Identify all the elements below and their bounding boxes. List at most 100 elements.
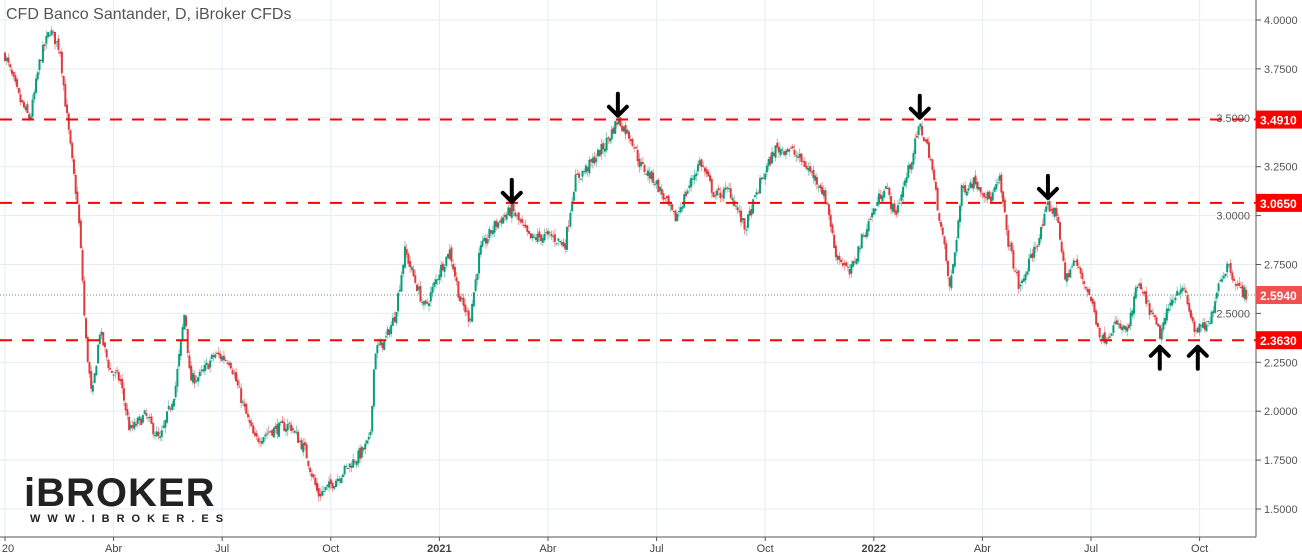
candle-body <box>931 159 934 170</box>
candle-body <box>574 174 577 192</box>
candle-body <box>322 490 325 492</box>
candle-body <box>1129 312 1132 326</box>
candle-body <box>1108 336 1111 338</box>
candle-body <box>686 190 689 194</box>
candle-body <box>550 234 553 237</box>
candle-body <box>500 218 503 224</box>
candle-body <box>283 422 286 432</box>
candle-body <box>1041 224 1044 226</box>
candle-body <box>905 177 908 183</box>
candle-body <box>50 30 53 36</box>
candle-body <box>247 413 250 418</box>
candle-body <box>1081 272 1084 280</box>
candle-body <box>717 188 720 191</box>
candle-body <box>353 461 356 463</box>
candle-body <box>1198 323 1201 333</box>
candle-body <box>667 195 670 205</box>
y-tick-label: 2.2500 <box>1264 357 1298 369</box>
candle-body <box>424 300 427 304</box>
candle-body <box>238 386 241 388</box>
candle-body <box>583 171 586 173</box>
candle-body <box>572 192 575 201</box>
candle-body <box>1074 260 1077 262</box>
candle-body <box>410 266 413 270</box>
candle-body <box>528 230 531 234</box>
candle-body <box>241 401 244 403</box>
candle-body <box>153 434 156 437</box>
candle-body <box>443 266 446 272</box>
candle-body <box>714 195 717 197</box>
candle-body <box>291 428 294 431</box>
candle-body <box>819 185 822 189</box>
candle-body <box>16 79 19 87</box>
candle-body <box>976 181 979 189</box>
ibroker-logo: iBROKER WWW.IBROKER.ES <box>24 473 230 525</box>
candle-body <box>478 252 481 274</box>
candle-body <box>809 166 812 172</box>
level-price-badge <box>1256 110 1302 129</box>
candle-body <box>1015 272 1018 274</box>
candle-body <box>898 202 901 204</box>
candle-body <box>660 188 663 195</box>
candle-body <box>402 264 405 275</box>
candle-body <box>298 440 301 442</box>
candle-body <box>645 173 648 175</box>
candle-body <box>545 232 548 234</box>
candle-body <box>148 416 151 418</box>
candle-body <box>488 229 491 239</box>
candle-body <box>946 260 949 277</box>
candle-body <box>986 191 989 200</box>
candle-body <box>790 147 793 149</box>
candle-body <box>698 160 701 166</box>
candle-body <box>1196 327 1199 333</box>
candle-body <box>638 158 641 168</box>
candle-body <box>1036 245 1039 247</box>
candle-body <box>533 236 536 238</box>
candle-body <box>915 135 918 138</box>
candle-body <box>728 188 730 190</box>
candle-body <box>1219 280 1222 282</box>
level-price-label: 2.3630 <box>1260 334 1297 348</box>
candle-body <box>786 148 789 152</box>
candle-body <box>919 123 922 127</box>
candle-body <box>378 343 381 345</box>
candle-body <box>655 180 658 185</box>
candle-body <box>117 372 120 381</box>
arrow-down-icon <box>500 177 523 204</box>
arrow-down-icon <box>606 91 629 118</box>
candle-body <box>253 432 256 436</box>
candle-body <box>393 316 396 322</box>
candle-body <box>366 440 368 444</box>
candle-body <box>879 194 882 199</box>
candle-body <box>295 431 298 433</box>
candle-body <box>1107 337 1110 339</box>
candle-body <box>22 102 25 108</box>
candle-body <box>1245 289 1248 300</box>
candle-body <box>248 419 251 423</box>
candle-body <box>578 173 581 178</box>
candle-body <box>279 421 282 423</box>
level-price-badge <box>1256 331 1302 350</box>
candle-body <box>612 127 615 134</box>
candle-body <box>1186 295 1189 305</box>
candle-body <box>147 417 150 419</box>
candle-body <box>628 131 631 139</box>
candle-body <box>266 433 269 435</box>
candle-body <box>1065 273 1068 282</box>
candle-body <box>769 156 772 165</box>
candle-body <box>288 422 291 424</box>
candle-body <box>112 374 115 376</box>
candle-body <box>160 430 163 437</box>
arrow-down-icon <box>908 93 931 120</box>
candle-body <box>409 261 412 268</box>
candle-body <box>840 259 843 262</box>
candle-body <box>822 189 825 197</box>
candle-body <box>972 177 975 189</box>
candle-body <box>379 340 382 346</box>
candle-body <box>522 224 525 226</box>
candle-body <box>367 436 370 440</box>
candle-body <box>453 267 456 277</box>
candle-body <box>1172 301 1175 303</box>
candle-body <box>338 479 341 481</box>
